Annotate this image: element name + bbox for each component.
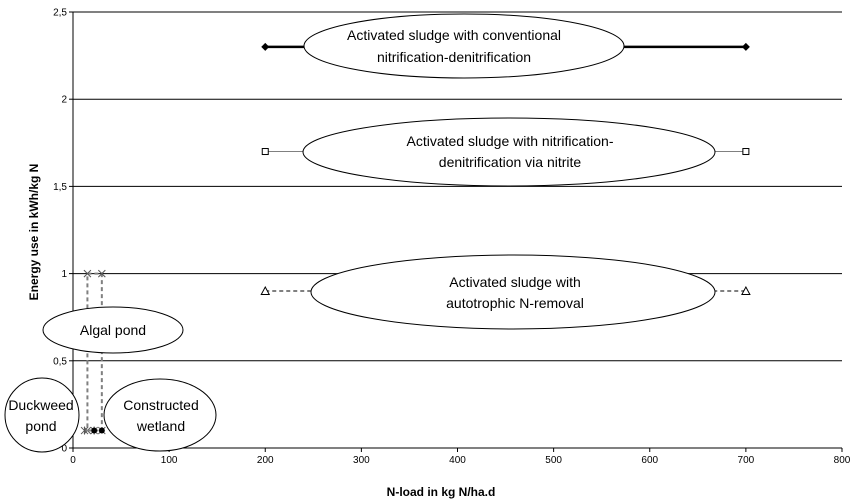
callout-ellipse: [42, 306, 184, 354]
annotations: Activated sludge with conventional nitrif…: [4, 13, 716, 453]
data-point-x-stroke: [97, 269, 106, 278]
x-tick-label: 300: [353, 455, 370, 466]
data-point-star: [80, 426, 89, 435]
callout-1: Activated sludge with nitrification-deni…: [302, 117, 716, 187]
callout-5: Constructed wetland: [103, 378, 217, 452]
series-layer: [80, 42, 751, 435]
y-tick-label: 2: [61, 95, 67, 106]
y-tick-label: 2,5: [53, 8, 67, 19]
y-tick-label: 1: [61, 269, 67, 280]
callout-ellipse: [310, 254, 716, 330]
callout-text: wetland: [136, 418, 185, 434]
data-point-triangle: [741, 285, 751, 296]
data-point-diamond: [741, 42, 750, 51]
callout-text: autotrophic N-removal: [446, 295, 584, 311]
callout-text: Algal pond: [80, 322, 146, 338]
callout-ellipse: [103, 378, 217, 452]
data-point-x: [83, 269, 92, 278]
data-point-circle: [98, 427, 105, 434]
x-tick-label: 800: [834, 455, 851, 466]
callout-text: Duckweed: [8, 397, 73, 413]
gridlines: [73, 11, 842, 362]
data-point-circle: [91, 427, 98, 434]
x-tick-label: 600: [641, 455, 658, 466]
callout-text: nitrification-denitrification: [377, 49, 531, 65]
data-point-x: [97, 269, 106, 278]
callout-ellipse: [303, 13, 625, 79]
series-5: [91, 427, 105, 434]
x-tick-label: 200: [257, 455, 274, 466]
x-tick-label: 400: [449, 455, 466, 466]
x-tick-label: 100: [161, 455, 178, 466]
callout-text: Activated sludge with: [449, 274, 581, 290]
callout-text: Activated sludge with nitrification-: [407, 133, 614, 149]
y-tick-label: 0,5: [53, 356, 67, 367]
callout-2: Activated sludge with autotrophic N-remov…: [310, 254, 716, 330]
x-tick-label: 700: [738, 455, 755, 466]
callout-text: pond: [25, 418, 56, 434]
tick-labels: 0 0,5 1 1,5 2 2,5 0 100 200 300 400 500 600 700 800: [53, 8, 851, 467]
data-point-diamond: [261, 42, 270, 51]
y-tick-label: 1,5: [53, 182, 67, 193]
y-axis-label: Energy use in kWh/kg N: [27, 164, 41, 301]
data-point-square: [261, 148, 269, 156]
callout-4: Duckweed pond: [4, 377, 80, 453]
x-axis-label: N-load in kg N/ha.d: [387, 485, 496, 499]
callout-text: Constructed: [123, 397, 198, 413]
x-tick-label: 0: [70, 455, 76, 466]
x-tick-label: 500: [545, 455, 562, 466]
callout-ellipse: [302, 117, 716, 187]
callout-0: Activated sludge with conventional nitrif…: [303, 13, 625, 79]
data-point-triangle: [260, 285, 271, 296]
callout-3: Algal pond: [42, 306, 184, 354]
callout-text: denitrification via nitrite: [439, 154, 582, 170]
y-tick-label: 0: [61, 444, 67, 455]
callout-text: Activated sludge with conventional: [347, 27, 561, 43]
data-point-x-stroke: [83, 269, 92, 278]
callout-ellipse: [4, 377, 80, 453]
data-point-square: [742, 148, 750, 156]
